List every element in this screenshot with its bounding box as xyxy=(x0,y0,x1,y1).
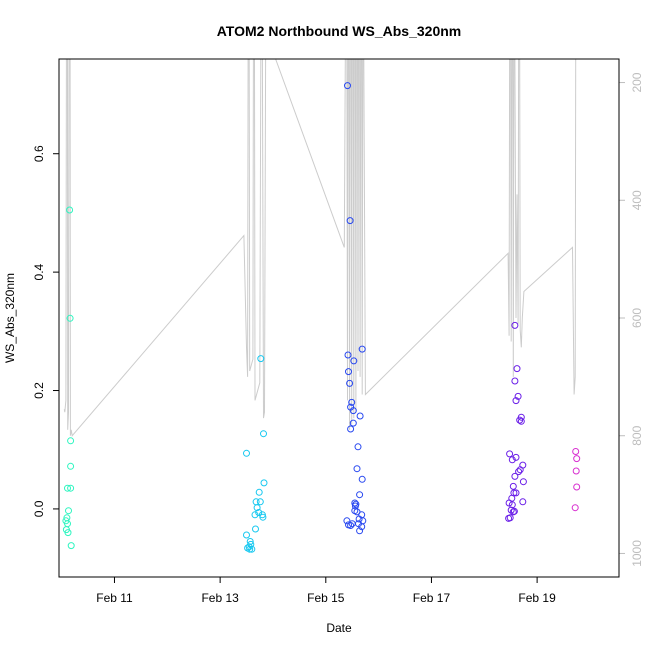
data-point xyxy=(511,377,519,385)
data-point xyxy=(509,482,517,490)
right-y-tick-label: 200 xyxy=(630,72,644,92)
data-point xyxy=(356,527,364,535)
x-tick-label: Feb 17 xyxy=(413,591,451,605)
data-point xyxy=(255,488,263,496)
data-point xyxy=(511,472,519,480)
data-point xyxy=(246,545,254,553)
data-point xyxy=(572,448,580,455)
data-point xyxy=(347,425,355,433)
data-point xyxy=(67,437,75,445)
series-3 xyxy=(505,321,527,522)
data-point xyxy=(505,514,513,522)
data-point xyxy=(355,515,363,523)
series-4 xyxy=(571,448,581,512)
data-point xyxy=(519,478,527,486)
data-point xyxy=(358,345,366,353)
data-point xyxy=(512,453,520,461)
data-point xyxy=(514,392,522,400)
data-point xyxy=(572,467,580,475)
data-point xyxy=(65,507,72,515)
series-0 xyxy=(62,206,75,550)
data-point xyxy=(260,430,267,438)
data-point xyxy=(508,501,516,509)
data-point xyxy=(512,397,520,405)
data-point xyxy=(67,542,75,550)
y-tick-label: 0.2 xyxy=(32,382,46,399)
data-point xyxy=(243,531,250,539)
data-point xyxy=(66,206,74,214)
data-point xyxy=(346,379,354,387)
data-point xyxy=(516,416,524,424)
data-point xyxy=(571,504,579,512)
x-tick-label: Feb 11 xyxy=(96,591,133,605)
data-point xyxy=(356,491,364,499)
right-y-tick-label: 800 xyxy=(630,425,644,445)
y-tick-label: 0.6 xyxy=(32,145,46,162)
series-1 xyxy=(243,355,268,553)
data-point xyxy=(513,365,521,373)
data-point xyxy=(506,450,514,458)
y-axis-title: WS_Abs_320nm xyxy=(3,273,17,363)
data-point xyxy=(67,462,75,470)
axes-layer: Feb 11 Feb 13 Feb 15 Feb 17 Feb 19 0.0 0.2 0.4 0… xyxy=(32,72,644,605)
data-point xyxy=(252,525,259,533)
data-point xyxy=(516,466,524,474)
data-point xyxy=(353,465,361,473)
data-points-layer xyxy=(62,82,581,553)
data-point xyxy=(358,523,366,531)
data-point xyxy=(243,449,250,457)
data-point xyxy=(347,522,355,529)
y-tick-label: 0.4 xyxy=(32,263,46,280)
data-point xyxy=(246,538,254,545)
y-tick-label: 0.0 xyxy=(32,500,46,517)
data-point xyxy=(344,82,351,90)
x-tick-label: Feb 19 xyxy=(518,591,556,605)
data-point xyxy=(573,455,581,463)
x-tick-label: Feb 13 xyxy=(201,591,239,605)
data-point xyxy=(507,506,515,514)
chart-title: ATOM2 Northbound WS_Abs_320nm xyxy=(217,23,462,39)
data-point xyxy=(259,513,267,521)
data-point xyxy=(255,509,263,516)
data-point xyxy=(519,498,527,506)
data-point xyxy=(358,475,366,483)
data-point xyxy=(511,321,519,329)
data-point xyxy=(348,398,356,406)
x-tick-label: Feb 15 xyxy=(307,591,345,605)
data-point xyxy=(573,483,581,491)
data-point xyxy=(257,355,265,363)
data-point xyxy=(248,545,256,553)
data-point xyxy=(344,351,352,359)
series-2 xyxy=(343,82,367,535)
right-y-tick-label: 600 xyxy=(630,308,644,328)
data-point xyxy=(517,417,525,425)
data-point xyxy=(67,484,75,492)
data-point xyxy=(346,217,354,225)
data-point xyxy=(253,504,261,512)
data-point xyxy=(508,456,516,464)
data-point xyxy=(356,412,364,420)
data-point xyxy=(351,499,359,507)
data-point xyxy=(515,468,523,476)
right-y-tick-label: 1000 xyxy=(630,540,644,567)
x-axis-title: Date xyxy=(326,621,352,635)
plot-frame xyxy=(58,58,620,578)
data-point xyxy=(343,517,351,525)
data-point xyxy=(66,314,74,322)
data-point xyxy=(251,511,259,519)
data-point xyxy=(350,357,358,365)
data-point xyxy=(349,419,357,427)
data-point xyxy=(512,489,520,497)
data-point xyxy=(349,407,357,415)
right-y-tick-label: 400 xyxy=(630,190,644,210)
data-point xyxy=(256,498,264,506)
data-point xyxy=(354,443,362,451)
data-point xyxy=(509,508,517,516)
data-point xyxy=(345,368,352,376)
data-point xyxy=(64,484,71,492)
data-point xyxy=(64,529,72,537)
data-point xyxy=(260,479,268,487)
